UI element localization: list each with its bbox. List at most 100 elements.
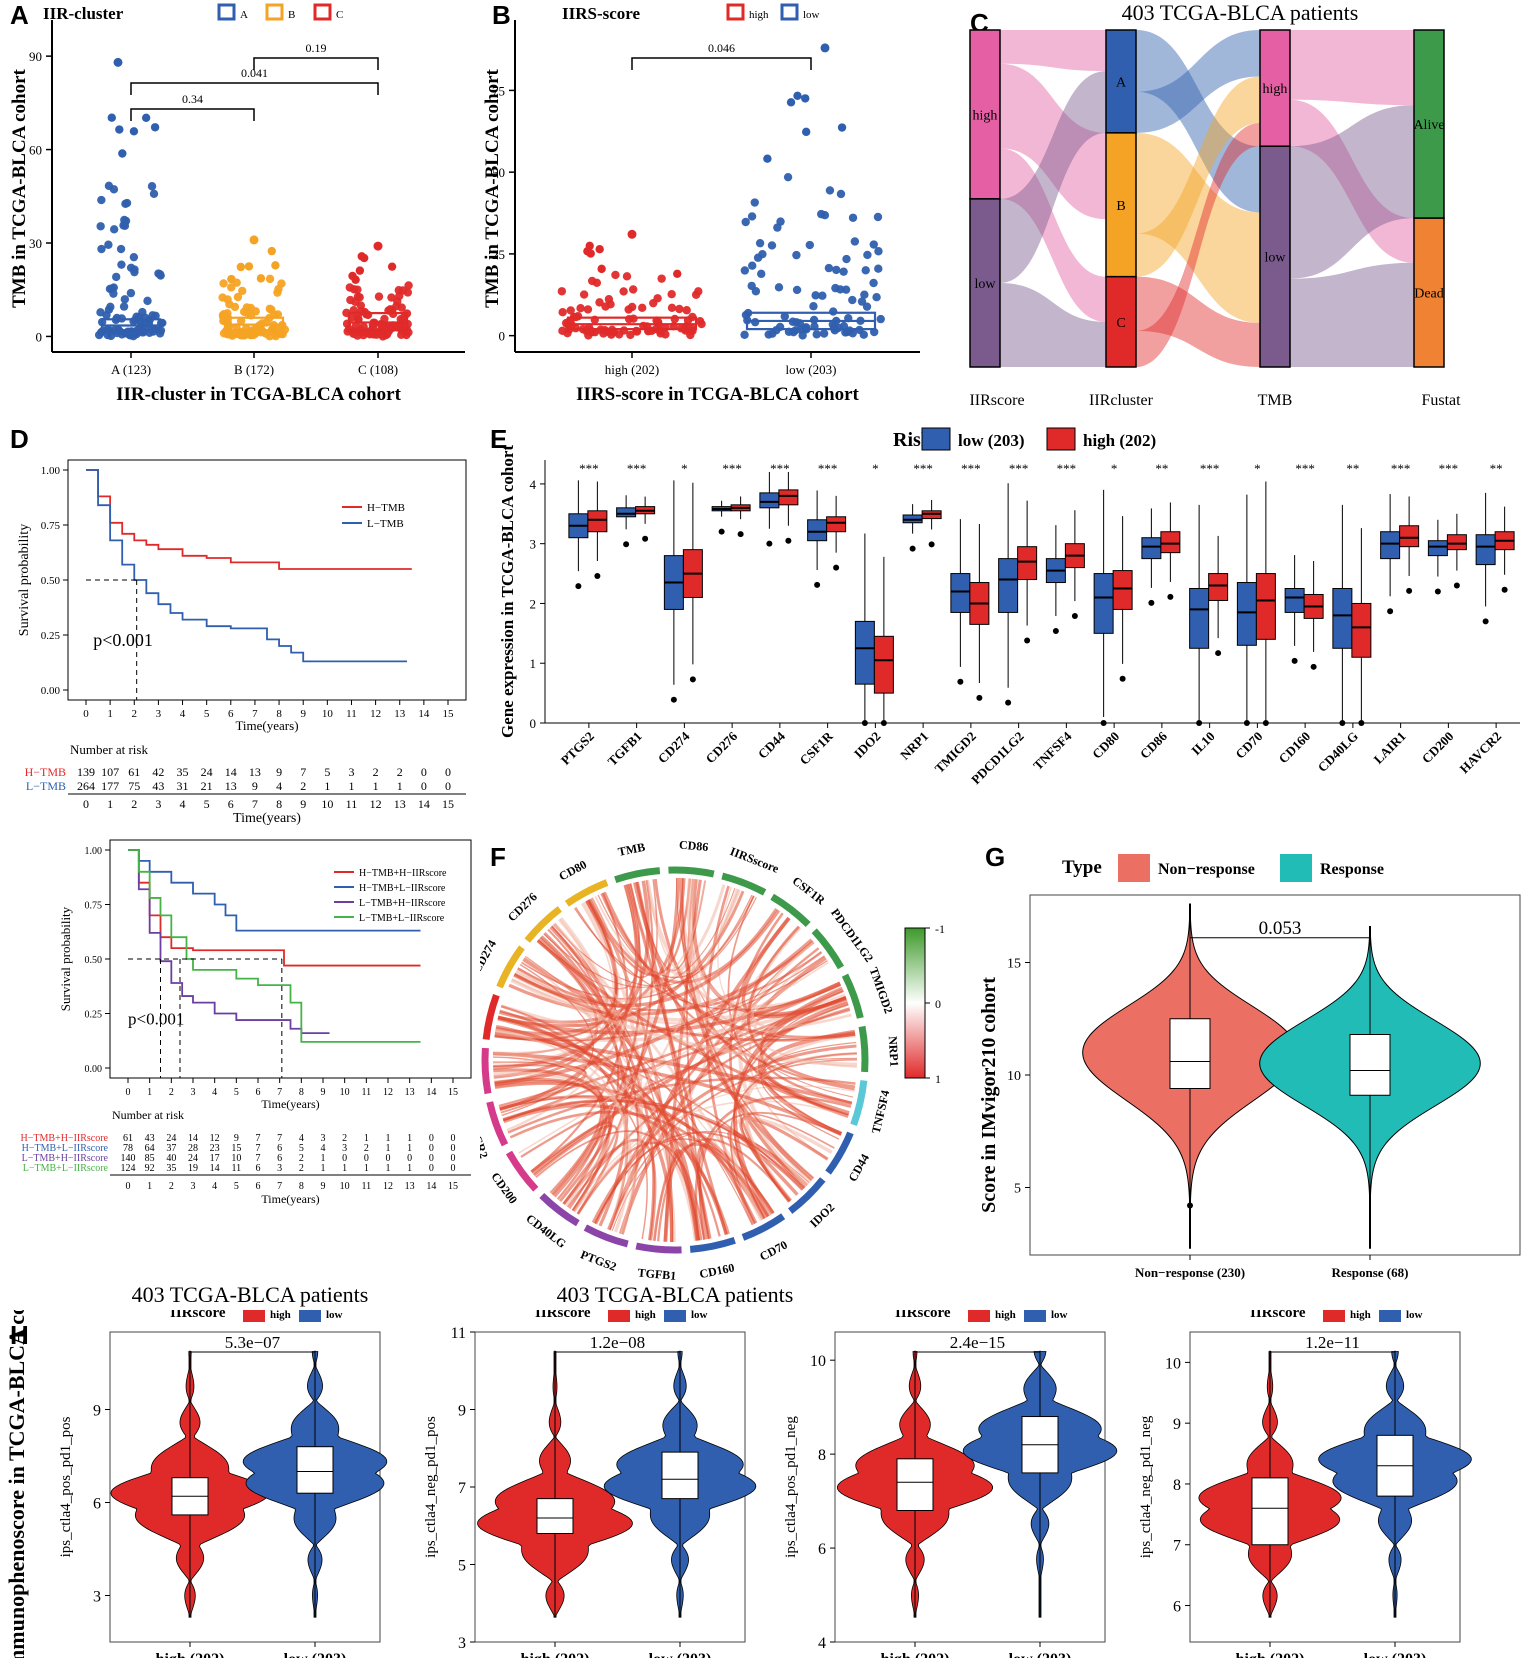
- alluvial-stratum: [1259, 29, 1291, 147]
- y-tick-label: 6: [1173, 1599, 1181, 1616]
- chord-sector: [770, 893, 811, 928]
- alluvial-flow: [1136, 30, 1260, 133]
- data-point: [96, 308, 105, 317]
- risk-value: 0: [386, 1153, 391, 1164]
- risk-row-label: L−TMB+H−IIRscore: [22, 1153, 109, 1164]
- data-point: [848, 295, 857, 305]
- legend-swatch: [265, 3, 284, 21]
- x-tick-label: 6: [228, 708, 234, 720]
- data-point: [121, 199, 130, 209]
- legend-label: high: [749, 9, 769, 21]
- outlier-point: [1358, 720, 1365, 726]
- p-value: p<0.001: [93, 630, 153, 650]
- x-tick-label: 13: [394, 708, 406, 720]
- data-point: [747, 212, 757, 221]
- box: [826, 516, 847, 533]
- legend-swatch: [217, 3, 236, 21]
- risk-x-tick: 9: [300, 797, 306, 811]
- alluvial-stratum: [969, 29, 1001, 200]
- risk-value: 0: [429, 1153, 434, 1164]
- risk-value: 9: [234, 1133, 239, 1144]
- alluvial-flow: [1290, 30, 1414, 106]
- outlier-point: [373, 241, 383, 251]
- risk-value: 2: [299, 1163, 304, 1174]
- data-point: [387, 262, 397, 271]
- legend-title: IIRscore: [535, 1310, 591, 1321]
- box: [1017, 546, 1038, 581]
- outlier-point: [1482, 618, 1489, 625]
- x-tick-label: CSF1R: [797, 728, 837, 768]
- y-tick-label: 1: [530, 656, 537, 671]
- panel-label-a: A: [10, 0, 29, 30]
- legend-label: L−TMB+H−IIRscore: [359, 898, 446, 909]
- x-tick-label: high (202): [881, 1651, 950, 1658]
- data-point: [228, 331, 237, 340]
- y-tick-label: 1.00: [41, 465, 61, 477]
- x-tick-label: high (202): [1236, 1651, 1305, 1658]
- data-point: [793, 91, 802, 100]
- risk-value: 3: [342, 1143, 347, 1154]
- y-tick-label: 30: [29, 236, 42, 251]
- outlier-point: [718, 528, 725, 535]
- legend-label: high: [270, 1310, 291, 1321]
- alluvial-flow: [1136, 122, 1260, 367]
- x-tick-label: 15: [443, 708, 455, 720]
- significance-mark: ***: [1200, 461, 1220, 476]
- risk-value: 2: [397, 765, 403, 779]
- chord-link: [729, 912, 791, 1203]
- x-tick-label: CD80: [1089, 729, 1122, 762]
- data-point: [869, 278, 878, 288]
- chart-title: 403 TCGA-BLCA patients: [1122, 0, 1359, 25]
- alluvial-flow: [1290, 99, 1414, 263]
- axis-name: Fustat: [1421, 392, 1461, 409]
- y-axis-title: Score in IMvigor210 cohort: [980, 977, 1000, 1213]
- risk-x-tick: 10: [340, 1181, 350, 1192]
- data-point: [267, 246, 276, 256]
- comparison-pvalue: 1.2e−11: [1305, 1333, 1360, 1352]
- risk-value: 14: [188, 1133, 198, 1144]
- y-tick-label: 10: [1007, 1069, 1021, 1084]
- outlier-point: [1119, 675, 1126, 682]
- outlier-point: [594, 572, 601, 579]
- legend-label: A: [240, 9, 248, 21]
- points-1: [740, 43, 885, 340]
- box: [1399, 525, 1420, 548]
- risk-value: 2: [364, 1143, 369, 1154]
- legend-label: low: [1406, 1310, 1423, 1321]
- x-tick-label: IDO2: [851, 729, 884, 762]
- data-point: [622, 272, 632, 281]
- risk-value: 21: [201, 779, 213, 793]
- data-point: [740, 266, 750, 275]
- outlier-point: [928, 541, 935, 548]
- comparison-pvalue: 0.046: [708, 41, 735, 55]
- y-axis-title: Survival probability: [58, 906, 73, 1011]
- data-point: [238, 286, 247, 296]
- data-point: [828, 320, 838, 329]
- risk-value: 61: [123, 1133, 133, 1144]
- legend-title: IIRS-score: [562, 4, 641, 23]
- chord-sector: [850, 1080, 868, 1127]
- risk-value: 264: [77, 779, 95, 793]
- y-tick-label: 7: [1173, 1538, 1181, 1555]
- y-tick-label: 1.00: [85, 846, 103, 857]
- risk-value: 1: [397, 779, 403, 793]
- alluvial-flow: [1000, 71, 1106, 283]
- data-point: [256, 324, 265, 334]
- box: [1284, 588, 1305, 613]
- chord-link: [635, 881, 712, 1239]
- risk-value: 9: [276, 765, 282, 779]
- data-point: [249, 330, 258, 339]
- y-axis-title: ips_ctla4_neg_pd1_pos: [423, 1416, 439, 1558]
- risk-x-tick: 0: [126, 1181, 131, 1192]
- risk-value: 13: [249, 765, 261, 779]
- data-point: [667, 290, 676, 299]
- box: [1160, 531, 1181, 554]
- risk-x-tick: 1: [147, 1181, 152, 1192]
- data-point: [839, 267, 848, 276]
- data-point: [682, 306, 691, 315]
- risk-x-tick: 15: [448, 1181, 458, 1192]
- data-point: [225, 300, 234, 309]
- box: [536, 1498, 574, 1534]
- chord-sector: [689, 1237, 736, 1253]
- data-point: [755, 238, 765, 248]
